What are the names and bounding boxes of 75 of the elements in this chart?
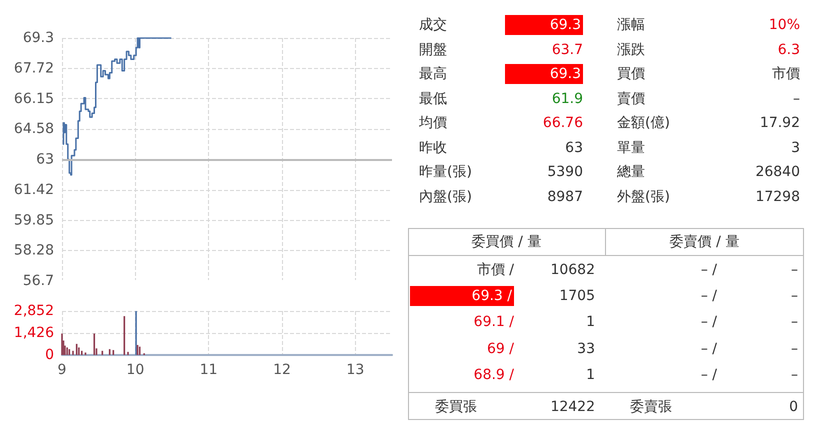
text: 委賣價 / 量 [668,233,740,252]
text: – [790,366,798,385]
text: 漲幅 [617,16,646,35]
text: 33 [576,340,595,359]
text: 委賣張 [630,398,673,417]
x-tick-label: 10 [126,362,144,378]
text: 12422 [549,398,595,417]
text: 17298 [754,188,800,206]
text: 69.3 [505,64,583,84]
text: – / [700,366,717,385]
text: 10682 [549,261,595,280]
text: 63 [564,138,583,158]
text: 68.9 / [472,366,514,385]
text: 3 [790,138,800,158]
x-tick-label: 11 [200,362,218,378]
text: 昨收 [419,138,448,158]
text: 26840 [754,163,800,182]
text: – [790,340,798,359]
x-tick-label: 13 [346,362,364,378]
text: 委買張 [435,398,478,417]
y-tick-label: 1,426 [14,325,54,341]
y-tick-label: 69.3 [22,30,54,46]
y-tick-label: 56.7 [22,273,54,289]
y-tick-label: 63 [36,152,54,168]
text: 成交 [419,16,448,35]
text: 5390 [546,163,583,182]
text: 昨量(張) [419,163,473,182]
text: 金額(億) [617,114,671,133]
text: 1 [585,313,595,332]
text: 17.92 [758,114,800,133]
text: – [790,287,798,306]
text: 6.3 [776,40,800,60]
y-tick-label: 64.58 [14,121,54,138]
text: – / [700,261,717,280]
y-tick-label: 58.28 [14,242,54,259]
y-tick-label: 61.42 [14,182,54,198]
text: 市價 / [476,261,514,280]
text: 69.3 / [410,286,514,306]
text: – / [700,340,717,359]
x-tick-label: 12 [273,362,291,378]
text: – / [700,287,717,306]
text: 均價 [419,114,448,133]
text: 8987 [546,188,583,206]
text: 1705 [558,287,595,306]
text: 漲跌 [617,40,646,60]
text: 外盤(張) [617,188,671,206]
x-tick-label: 9 [58,362,66,378]
text: – [792,90,800,108]
text: 最高 [419,65,448,84]
text: 開盤 [419,40,448,60]
y-tick-label: 59.85 [14,212,54,228]
text: 單量 [617,138,646,158]
text: 0 [788,398,798,417]
text: 賣價 [617,90,646,108]
text: 66.76 [542,114,583,133]
text: 10% [768,16,800,35]
text: – [790,313,798,332]
text: 63.7 [550,40,583,60]
y-tick-label: 67.72 [14,60,54,76]
text: 買價 [617,65,646,84]
text: – [790,261,798,280]
text: 委買價 / 量 [470,233,542,252]
text: 69.3 [505,15,583,35]
text: 內盤(張) [419,188,473,206]
text: 69.1 / [472,313,514,332]
text: 1 [585,366,595,385]
text: 61.9 [550,90,583,108]
y-tick-label: 0 [45,347,54,363]
text: 總量 [617,163,646,182]
y-tick-label: 66.15 [14,90,54,107]
text: – / [700,313,717,332]
y-tick-label: 2,852 [14,303,54,319]
text: 69 / [486,340,514,359]
text: 最低 [419,90,448,108]
text: 市價 [771,65,800,84]
